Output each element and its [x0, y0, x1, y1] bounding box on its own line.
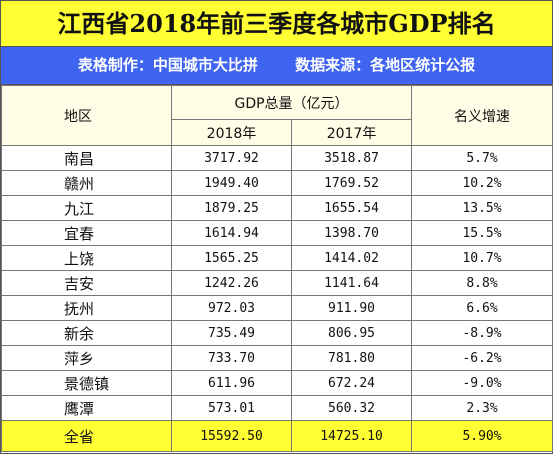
value-cell: 1655.54: [290, 195, 413, 221]
region-cell: 抚州: [1, 295, 172, 321]
value-cell: 5.7%: [411, 145, 553, 171]
value-cell: 1949.40: [171, 170, 292, 196]
value-cell: 806.95: [290, 320, 413, 346]
value-cell: 560.32: [290, 395, 413, 421]
region-cell: 宜春: [1, 220, 172, 246]
value-cell: 6.6%: [411, 295, 553, 321]
source-bar: 表格制作：中国城市大比拼 数据来源：各地区统计公报: [1, 47, 552, 85]
value-cell: 1242.26: [171, 270, 292, 296]
value-cell: 10.2%: [411, 170, 553, 196]
table-row: 上饶 1565.25 1414.02 10.7%: [1, 245, 553, 271]
region-cell: 萍乡: [1, 345, 172, 371]
table-row: 新余 735.49 806.95 -8.9%: [1, 320, 553, 346]
value-cell: 781.80: [290, 345, 413, 371]
value-cell: 672.24: [290, 370, 413, 396]
value-cell: 1414.02: [290, 245, 413, 271]
table-row: 九江 1879.25 1655.54 13.5%: [1, 195, 553, 221]
value-cell: 3717.92: [171, 145, 292, 171]
value-cell: 733.70: [171, 345, 292, 371]
value-cell: 15592.50: [171, 420, 292, 452]
table-row: 鹰潭 573.01 560.32 2.3%: [1, 395, 553, 421]
value-cell: 8.8%: [411, 270, 553, 296]
region-cell: 景德镇: [1, 370, 172, 396]
region-cell: 九江: [1, 195, 172, 221]
region-cell: 鹰潭: [1, 395, 172, 421]
region-cell: 赣州: [1, 170, 172, 196]
header-cell: 地区: [1, 85, 172, 146]
value-cell: -9.0%: [411, 370, 553, 396]
region-cell: 吉安: [1, 270, 172, 296]
region-cell: 南昌: [1, 145, 172, 171]
value-cell: 972.03: [171, 295, 292, 321]
source: 数据来源：各地区统计公报: [295, 56, 476, 74]
region-cell: 全省: [1, 420, 172, 452]
header-cell: 2018年: [171, 119, 292, 146]
value-cell: 10.7%: [411, 245, 553, 271]
value-cell: 1769.52: [290, 170, 413, 196]
value-cell: 573.01: [171, 395, 292, 421]
value-cell: 1614.94: [171, 220, 292, 246]
value-cell: -6.2%: [411, 345, 553, 371]
value-cell: 14725.10: [290, 420, 413, 452]
value-cell: 611.96: [171, 370, 292, 396]
value-cell: 13.5%: [411, 195, 553, 221]
header-cell: 2017年: [290, 119, 413, 146]
value-cell: 1398.70: [290, 220, 413, 246]
table-row: 赣州 1949.40 1769.52 10.2%: [1, 170, 553, 196]
maker: 表格制作：中国城市大比拼: [77, 56, 258, 74]
value-cell: 15.5%: [411, 220, 553, 246]
value-cell: 911.90: [290, 295, 413, 321]
value-cell: -8.9%: [411, 320, 553, 346]
header-cell: 名义增速: [411, 85, 553, 146]
value-cell: 735.49: [171, 320, 292, 346]
table-row: 景德镇 611.96 672.24 -9.0%: [1, 370, 553, 396]
value-cell: 2.3%: [411, 395, 553, 421]
table-row: 南昌 3717.92 3518.87 5.7%: [1, 145, 553, 171]
value-cell: 1565.25: [171, 245, 292, 271]
table-row: 萍乡 733.70 781.80 -6.2%: [1, 345, 553, 371]
header-cell: GDP总量（亿元）: [170, 85, 413, 120]
title: 江西省2018年前三季度各城市GDP排名: [1, 1, 552, 47]
value-cell: 1879.25: [171, 195, 292, 221]
region-cell: 新余: [1, 320, 172, 346]
table-row: 全省 15592.50 14725.10 5.90%: [1, 420, 553, 452]
table-row: 吉安 1242.26 1141.64 8.8%: [1, 270, 553, 296]
gdp-table: 地区 GDP总量（亿元） 名义增速 2018年 2017年 南昌 3717.92 3…: [1, 85, 553, 452]
value-cell: 5.90%: [411, 420, 553, 452]
table-row: 抚州 972.03 911.90 6.6%: [1, 295, 553, 321]
value-cell: 1141.64: [290, 270, 413, 296]
table-row: 宜春 1614.94 1398.70 15.5%: [1, 220, 553, 246]
region-cell: 上饶: [1, 245, 172, 271]
value-cell: 3518.87: [290, 145, 413, 171]
